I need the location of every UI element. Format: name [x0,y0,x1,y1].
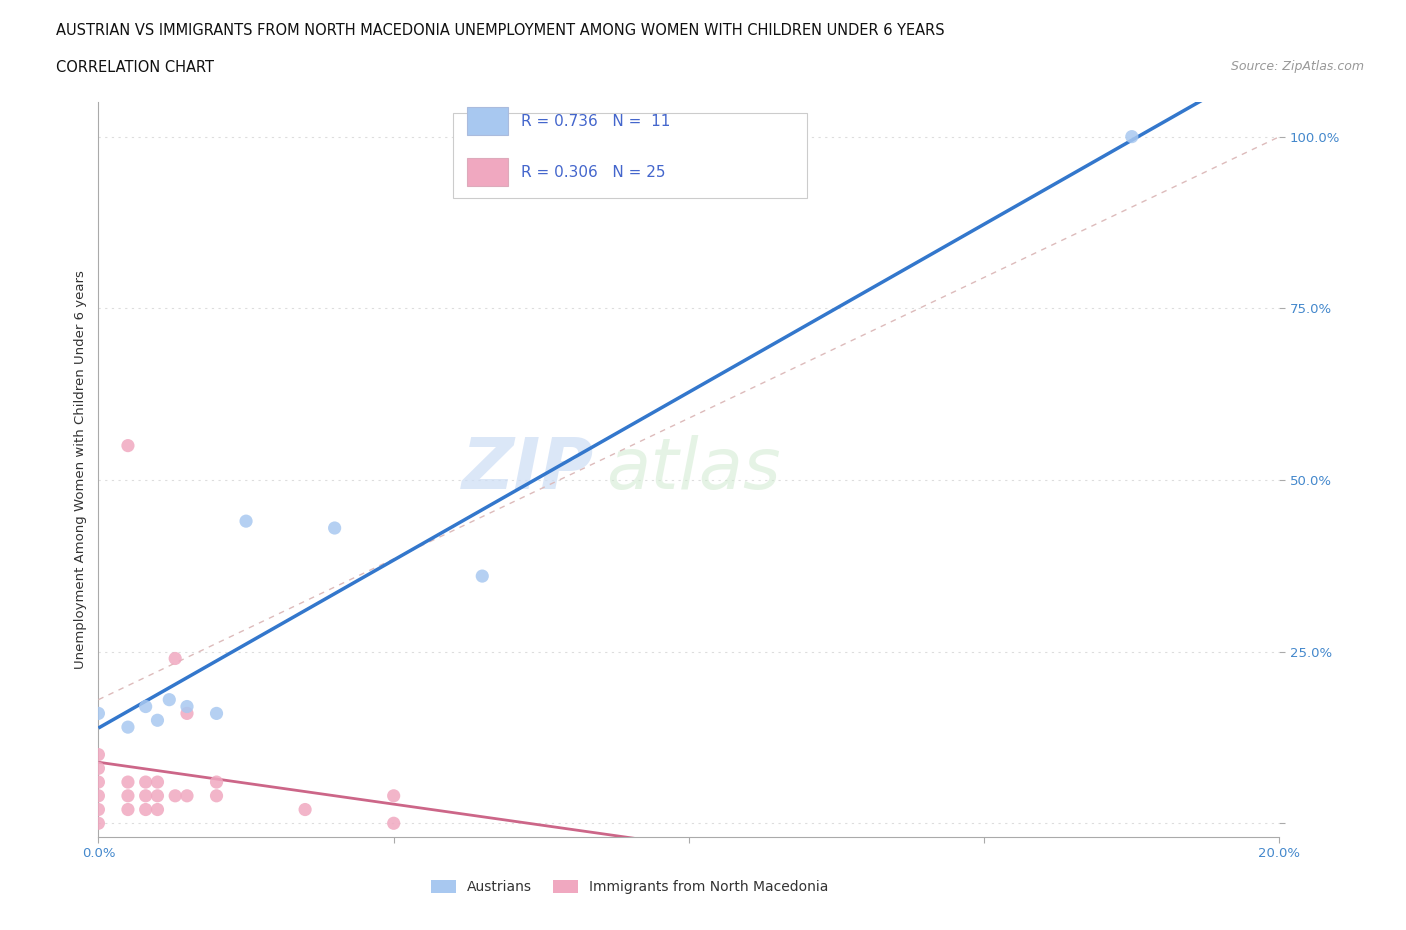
Point [323,521,346,536]
Point [146,789,169,804]
Point [382,789,405,804]
Point [135,699,157,714]
Point [205,775,228,790]
Point [471,568,494,583]
Point [146,712,169,727]
Point [205,706,228,721]
Point [117,775,139,790]
Point [135,802,157,817]
Text: atlas: atlas [606,435,780,504]
Point [87,802,110,817]
Point [165,651,187,666]
Point [87,816,110,830]
Point [87,747,110,762]
Point [294,802,316,817]
Point [176,706,198,721]
Point [1121,129,1143,144]
Point [87,706,110,721]
Point [87,789,110,804]
Text: Source: ZipAtlas.com: Source: ZipAtlas.com [1230,60,1364,73]
Point [135,789,157,804]
Text: AUSTRIAN VS IMMIGRANTS FROM NORTH MACEDONIA UNEMPLOYMENT AMONG WOMEN WITH CHILDR: AUSTRIAN VS IMMIGRANTS FROM NORTH MACEDO… [56,23,945,38]
Point [117,720,139,735]
Point [117,802,139,817]
Y-axis label: Unemployment Among Women with Children Under 6 years: Unemployment Among Women with Children U… [75,271,87,669]
Point [165,789,187,804]
FancyBboxPatch shape [467,108,508,136]
Legend: Austrians, Immigrants from North Macedonia: Austrians, Immigrants from North Macedon… [426,874,834,900]
Text: CORRELATION CHART: CORRELATION CHART [56,60,214,75]
Point [176,699,198,714]
Point [235,513,257,528]
Text: R = 0.306   N = 25: R = 0.306 N = 25 [522,165,665,179]
Point [117,438,139,453]
Point [157,692,180,707]
Point [205,789,228,804]
Point [382,816,405,830]
Point [117,789,139,804]
FancyBboxPatch shape [467,158,508,186]
FancyBboxPatch shape [453,113,807,198]
Text: ZIP: ZIP [463,435,595,504]
Point [146,775,169,790]
Point [176,789,198,804]
Point [87,761,110,776]
Text: R = 0.736   N =  11: R = 0.736 N = 11 [522,113,671,129]
Point [87,775,110,790]
Point [135,775,157,790]
Point [146,802,169,817]
